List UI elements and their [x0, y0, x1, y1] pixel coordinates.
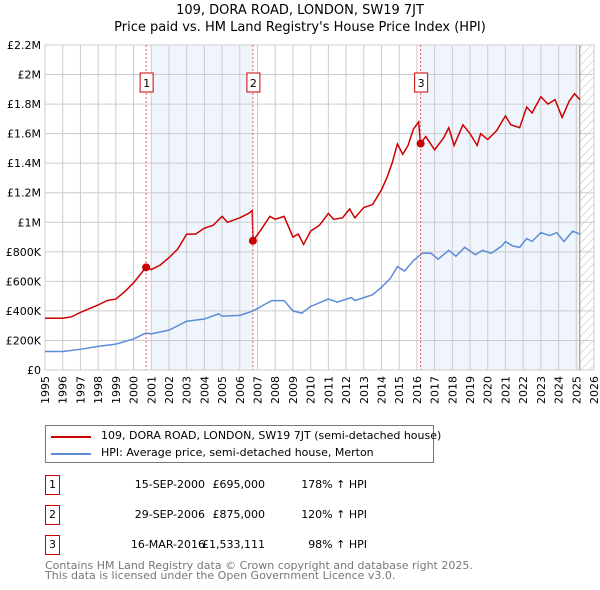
x-tick-label: 2011	[322, 376, 335, 404]
chart-title: 109, DORA ROAD, LONDON, SW19 7JT	[176, 3, 424, 18]
shaded-range	[151, 45, 254, 370]
y-tick-label: £2M	[18, 69, 42, 82]
y-tick-label: £600K	[6, 275, 42, 288]
x-tick-label: 1997	[74, 376, 87, 404]
x-tick-label: 2026	[588, 376, 600, 404]
x-tick-label: 2018	[446, 376, 459, 404]
sale-price: £1,533,111	[202, 538, 265, 551]
sale-date: 15-SEP-2000	[134, 478, 205, 491]
shaded-range	[420, 45, 580, 370]
y-tick-label: £1M	[18, 216, 42, 229]
sale-row: 1 15-SEP-2000 £695,000 178% ↑ HPI	[45, 475, 445, 497]
footer: Contains HM Land Registry data © Crown c…	[45, 559, 473, 582]
x-tick-label: 2016	[411, 376, 424, 404]
legend-swatch	[51, 436, 91, 438]
x-tick-label: 2025	[570, 376, 583, 404]
y-tick-label: £1.4M	[7, 157, 41, 170]
plot-border	[44, 44, 595, 371]
x-tick-label: 2012	[340, 376, 353, 404]
x-tick-label: 2014	[375, 376, 388, 404]
x-tick-label: 2021	[499, 376, 512, 404]
property-line	[45, 92, 581, 320]
legend: 109, DORA ROAD, LONDON, SW19 7JT (semi-d…	[45, 425, 441, 463]
sale-number: 3	[45, 535, 60, 555]
x-tick-label: 1998	[92, 376, 105, 404]
sale-number: 1	[45, 475, 60, 495]
legend-swatch	[51, 453, 91, 455]
x-tick-label: 2004	[198, 376, 211, 404]
x-tick-label: 2001	[145, 376, 158, 404]
x-tick-label: 2023	[535, 376, 548, 404]
sale-row: 2 29-SEP-2006 £875,000 120% ↑ HPI	[45, 505, 445, 527]
x-tick-label: 2024	[553, 376, 566, 404]
x-tick-label: 1996	[57, 376, 70, 404]
sale-price: £875,000	[212, 508, 266, 521]
sale-point	[142, 263, 151, 272]
x-tick-label: 2015	[393, 376, 406, 404]
x-tick-label: 2003	[181, 376, 194, 404]
chart-subtitle: Price paid vs. HM Land Registry's House …	[114, 20, 486, 35]
sale-point	[248, 236, 257, 245]
y-tick-label: £800K	[6, 246, 42, 259]
sale-hpi: 120% ↑ HPI	[301, 508, 367, 521]
x-tick-label: 2006	[234, 376, 247, 404]
x-tick-label: 1999	[110, 376, 123, 404]
y-tick-label: £200K	[6, 334, 42, 347]
x-tick-label: 2019	[464, 376, 477, 404]
sale-number: 2	[45, 505, 60, 525]
sale-hpi: 98% ↑ HPI	[308, 538, 367, 551]
sale-label: 1	[143, 77, 150, 90]
sale-row: 3 16-MAR-2016 £1,533,111 98% ↑ HPI	[45, 535, 445, 557]
x-tick-label: 2017	[429, 376, 442, 404]
sale-date: 29-SEP-2006	[134, 508, 205, 521]
x-tick-label: 2022	[517, 376, 530, 404]
x-tick-label: 2000	[128, 376, 141, 404]
sale-label-box	[414, 72, 429, 93]
sale-point	[416, 139, 425, 148]
y-tick-label: £0	[27, 364, 41, 377]
sale-price: £695,000	[212, 478, 266, 491]
y-tick-label: £1.2M	[7, 187, 41, 200]
sale-label: 2	[250, 77, 257, 90]
sale-date: 16-MAR-2016	[130, 538, 205, 551]
future-hatch	[579, 45, 594, 370]
x-tick-label: 2013	[358, 376, 371, 404]
sale-label-box	[246, 72, 261, 93]
y-tick-label: £400K	[6, 305, 42, 318]
plot-area: 1995 1996 1997 1998 1999 2000 2001 2002 2003 2004…	[6, 39, 600, 404]
x-tick-label: 1995	[39, 376, 52, 404]
y-tick-label: £1.8M	[7, 98, 41, 111]
x-tick-label: 2002	[163, 376, 176, 404]
y-tick-label: £2.2M	[7, 39, 41, 52]
sale-label: 3	[418, 77, 425, 90]
x-tick-label: 2008	[269, 376, 282, 404]
sale-label-box	[139, 72, 154, 93]
x-tick-label: 2005	[216, 376, 229, 404]
sale-hpi: 178% ↑ HPI	[301, 478, 367, 491]
x-tick-label: 2020	[482, 376, 495, 404]
x-tick-label: 2010	[305, 376, 318, 404]
y-tick-label: £1.6M	[7, 128, 41, 141]
x-tick-label: 2007	[252, 376, 265, 404]
x-tick-label: 2009	[287, 376, 300, 404]
hpi-line	[45, 230, 581, 353]
